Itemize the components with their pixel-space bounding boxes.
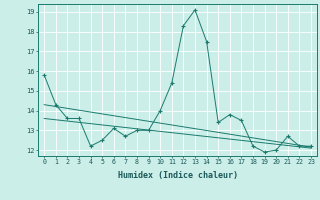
X-axis label: Humidex (Indice chaleur): Humidex (Indice chaleur) <box>118 171 238 180</box>
